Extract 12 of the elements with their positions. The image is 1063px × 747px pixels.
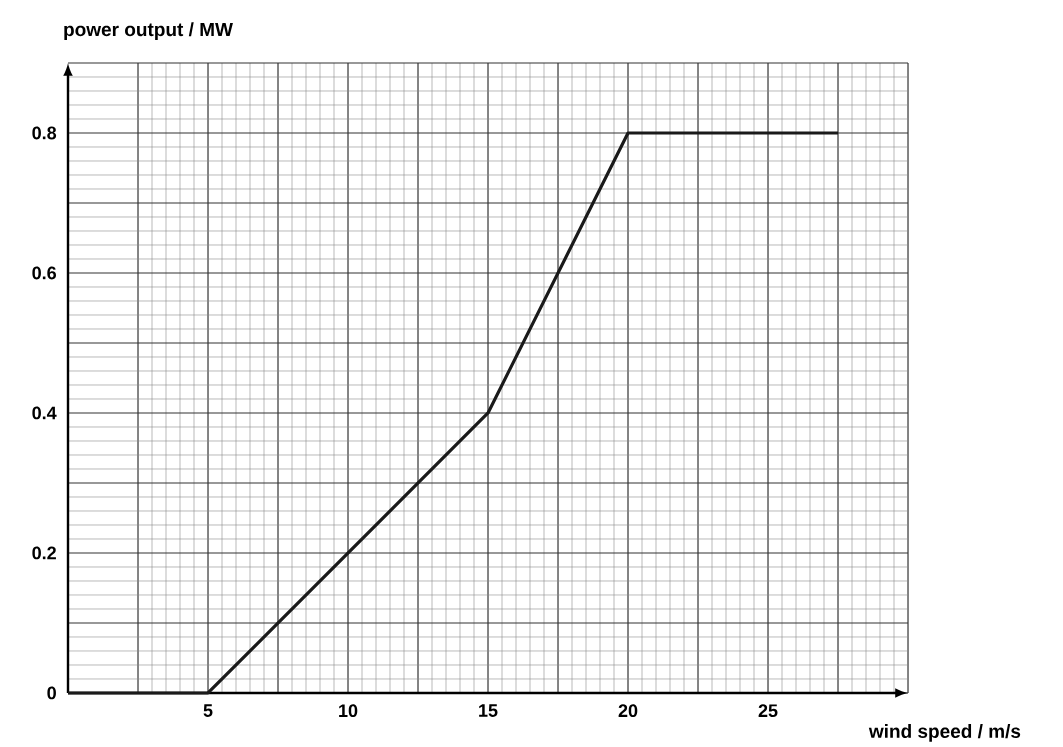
x-axis-title: wind speed / m/s <box>868 724 1021 742</box>
y-axis-title: power output / MW <box>64 22 233 40</box>
x-tick-label: 25 <box>758 704 778 718</box>
y-tick-label: 0.6 <box>32 266 57 280</box>
x-tick-label: 5 <box>203 704 213 717</box>
x-tick-label: 20 <box>618 704 638 718</box>
y-tick-label: 0 <box>47 686 56 700</box>
x-tick-label: 10 <box>339 704 358 718</box>
y-tick-label: 0.4 <box>32 406 57 420</box>
y-tick-label: 0.2 <box>32 546 56 560</box>
y-tick-label: 0.8 <box>32 126 57 140</box>
x-tick-label: 15 <box>479 704 498 717</box>
